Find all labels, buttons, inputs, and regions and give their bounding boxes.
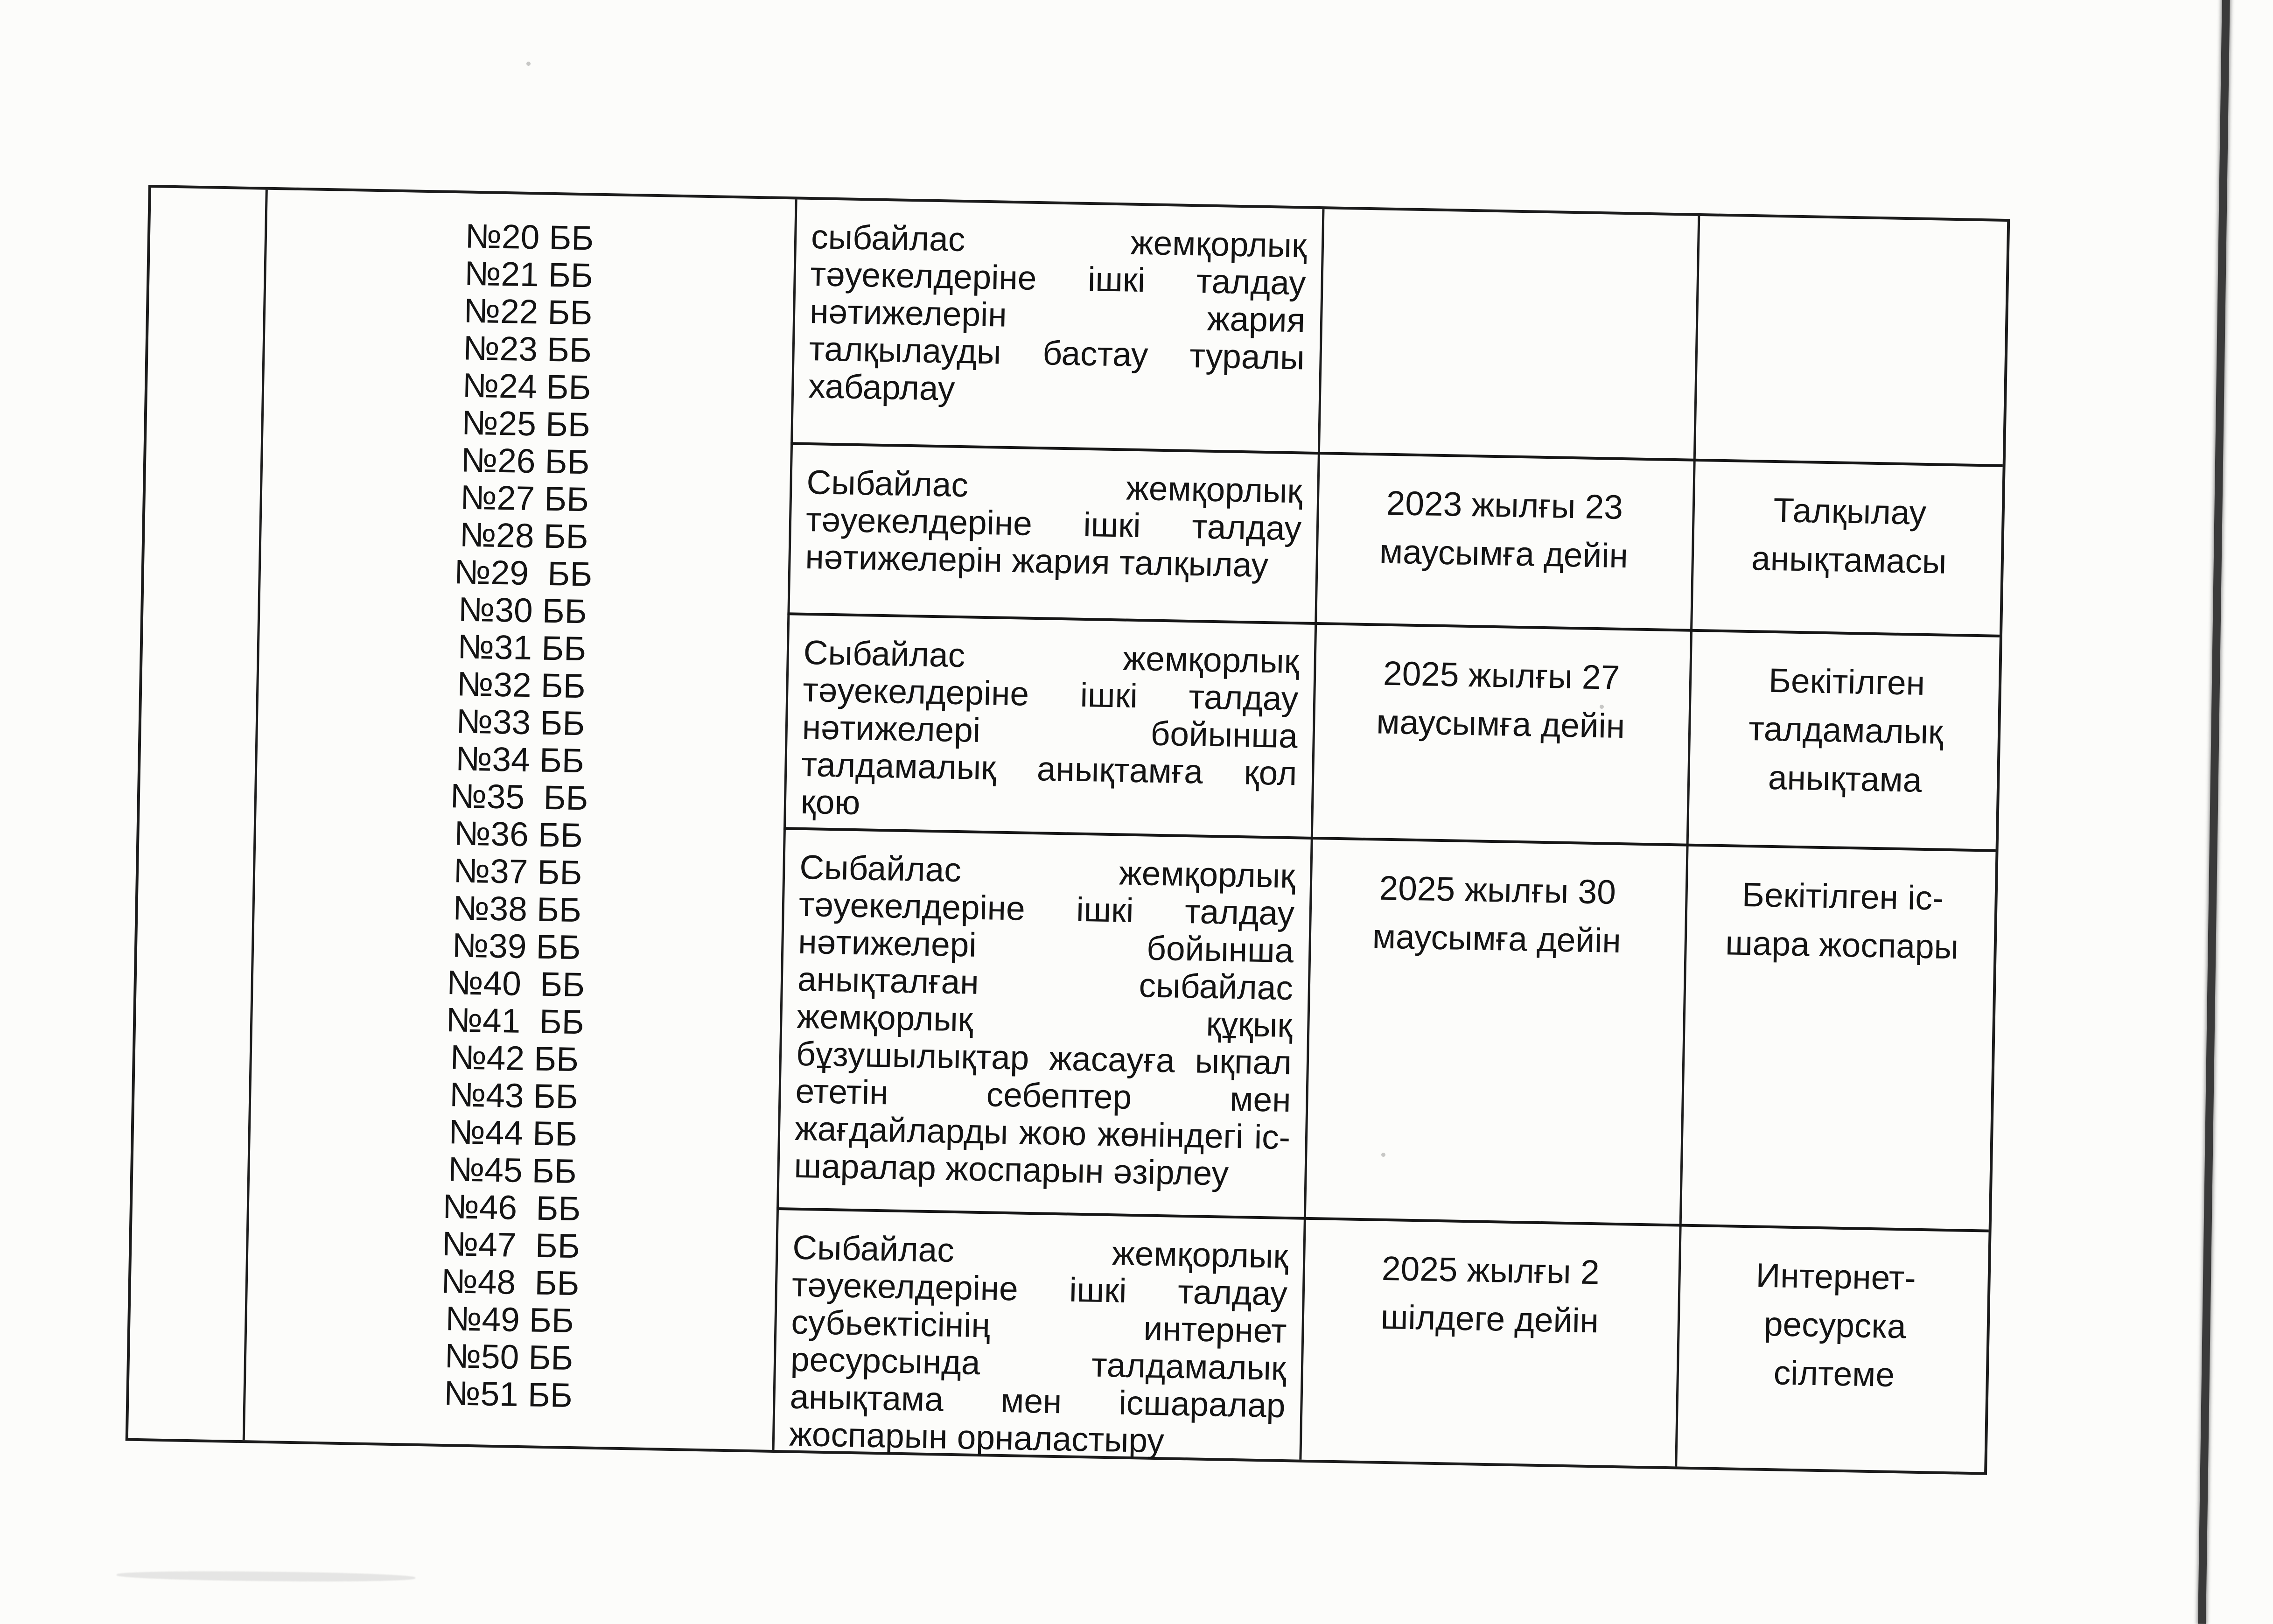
result-cell-5: Интернет-ресурска сілтеме — [1755, 1256, 1916, 1394]
activity-cell-1: сыбайлас жемқорлық тәуекелдеріне ішкі тал… — [808, 218, 1307, 408]
scan-speck — [526, 62, 531, 66]
deadline-cell-4: 2025 жылғы 30 маусымға дейін — [1372, 869, 1622, 960]
scan-speck — [1381, 1153, 1385, 1157]
scan-smudge — [116, 1570, 416, 1583]
deadline-cell-2: 2023 жылғы 23 маусымға дейін — [1379, 484, 1629, 575]
activity-cell-3: Сыбайлас жемқорлық тәуекелдеріне ішкі тал… — [800, 633, 1300, 822]
activity-cell-5: Сыбайлас жемқорлық тәуекелдеріне ішкі тал… — [789, 1228, 1289, 1460]
result-cell-1 — [1696, 216, 2010, 463]
deadline-cell-3: 2025 жылғы 27 маусымға дейін — [1376, 654, 1625, 746]
activity-cell-2: Сыбайлас жемқорлық тәуекелдеріне ішкі тал… — [804, 463, 1303, 585]
result-cell-3: Бекітілген талдамалық анықтама — [1748, 661, 1944, 799]
result-cell-2: Талқылау анықтамасы — [1751, 491, 1947, 581]
deadline-cell-5: 2025 жылғы 2 шілдеге дейін — [1380, 1249, 1600, 1340]
document-table: №20 ББ №21 ББ №22 ББ №23 ББ №24 ББ №25 ББ №26 … — [125, 185, 2010, 1475]
scan-speck — [1600, 705, 1604, 709]
result-cell-4: Бекітілген іс-шара жоспары — [1725, 875, 1959, 966]
scanner-streak — [2198, 0, 2230, 1624]
deadline-cell-1 — [1321, 209, 1695, 457]
codes-list: №20 ББ №21 ББ №22 ББ №23 ББ №24 ББ №25 ББ №26 … — [441, 217, 594, 1415]
activity-cell-4: Сыбайлас жемқорлық тәуекелдеріне ішкі тал… — [793, 848, 1296, 1193]
empty-left-column — [128, 188, 266, 1440]
